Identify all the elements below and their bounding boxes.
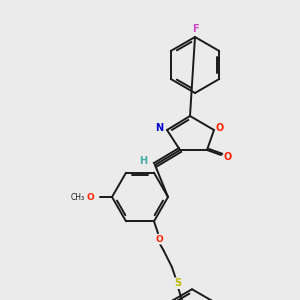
Text: O: O xyxy=(155,235,163,244)
Text: CH₃: CH₃ xyxy=(71,193,85,202)
Text: S: S xyxy=(174,278,182,288)
Text: O: O xyxy=(86,193,94,202)
Text: O: O xyxy=(216,123,224,133)
Text: N: N xyxy=(155,123,163,133)
Text: H: H xyxy=(139,156,147,166)
Text: F: F xyxy=(192,24,198,34)
Text: O: O xyxy=(224,152,232,162)
